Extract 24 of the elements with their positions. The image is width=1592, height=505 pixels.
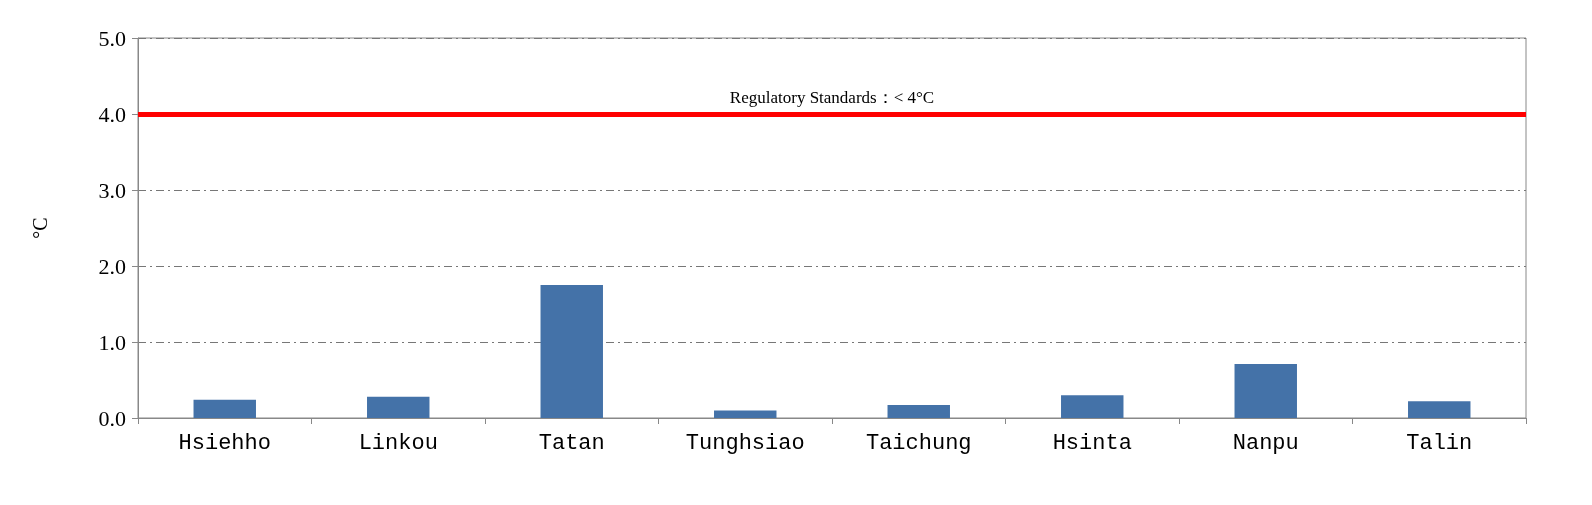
ref-line-label: Regulatory Standards：< 4°C <box>729 88 935 107</box>
x-tick-label: Hsinta <box>1052 430 1132 456</box>
bar <box>540 285 603 418</box>
y-tick-label: 0.0 <box>98 405 126 431</box>
y-tick-label: 1.0 <box>98 329 126 355</box>
y-tick-label: 4.0 <box>98 101 126 127</box>
bar <box>1408 401 1471 418</box>
bar <box>1061 395 1124 418</box>
y-tick-label: 5.0 <box>98 25 126 51</box>
x-tick-label: Nanpu <box>1232 430 1299 456</box>
y-tick-label: 2.0 <box>98 253 126 279</box>
bar <box>367 396 430 418</box>
x-tick-label: Talin <box>1406 430 1473 456</box>
y-tick-label: 3.0 <box>98 177 126 203</box>
bar <box>714 410 777 418</box>
bar <box>1234 364 1297 418</box>
x-tick-label: Tunghsiao <box>685 430 805 456</box>
bar <box>887 405 950 418</box>
bar <box>193 399 256 418</box>
y-axis-title: °C <box>29 217 51 239</box>
x-tick-label: Hsiehho <box>178 430 271 456</box>
x-tick-label: Linkou <box>358 430 438 456</box>
x-tick-label: Taichung <box>865 430 972 456</box>
x-tick-label: Tatan <box>538 430 605 456</box>
